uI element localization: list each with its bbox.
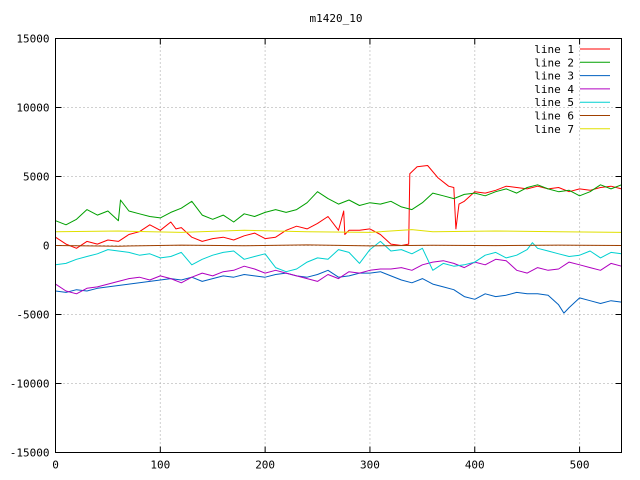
x-tick-label: 100 — [150, 459, 170, 472]
y-tick-label: -15000 — [10, 447, 50, 460]
x-tick-label: 200 — [255, 459, 275, 472]
legend-label: line 6 — [534, 110, 574, 123]
series-line-6 — [55, 244, 622, 247]
y-tick-label: 5000 — [23, 171, 50, 184]
y-tick-label: -10000 — [10, 378, 50, 391]
x-tick-label: 0 — [52, 459, 59, 472]
legend-label: line 5 — [534, 96, 574, 109]
legend-label: line 1 — [534, 43, 574, 56]
legend-label: line 4 — [534, 83, 574, 96]
y-tick-label: 15000 — [16, 33, 49, 46]
x-tick-label: 400 — [465, 459, 485, 472]
y-tick-label: 10000 — [16, 102, 49, 115]
plot-frame — [55, 38, 622, 453]
series-line-5 — [55, 240, 622, 273]
chart-title: m1420_10 — [310, 12, 363, 25]
legend-label: line 3 — [534, 70, 574, 83]
x-tick-label: 500 — [570, 459, 590, 472]
series-line-4 — [55, 258, 622, 295]
series-line-3 — [55, 269, 622, 314]
axis-ticks: 0 100 200 300 400 500 -15000 -10000 -5000 0 5000 10… — [10, 33, 622, 472]
series-line-1 — [55, 165, 622, 249]
x-tick-label: 300 — [360, 459, 380, 472]
series-line-2 — [55, 184, 622, 226]
grid-lines — [55, 38, 622, 453]
legend-label: line 7 — [534, 123, 574, 136]
data-series — [55, 165, 622, 314]
y-tick-label: -5000 — [16, 309, 49, 322]
y-tick-label: 0 — [43, 240, 50, 253]
legend-label: line 2 — [534, 56, 574, 69]
series-line-7 — [55, 229, 622, 233]
